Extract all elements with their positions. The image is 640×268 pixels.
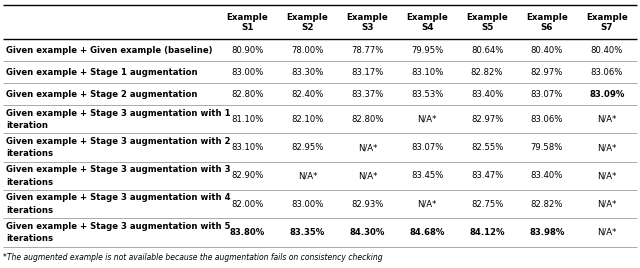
Text: 83.10%: 83.10% xyxy=(231,143,264,152)
Text: Given example + Stage 3 augmentation with 5: Given example + Stage 3 augmentation wit… xyxy=(6,222,230,231)
Text: 83.40%: 83.40% xyxy=(471,90,503,99)
Text: iterations: iterations xyxy=(6,149,53,158)
Text: 83.00%: 83.00% xyxy=(291,200,324,209)
Text: N/A*: N/A* xyxy=(298,171,317,180)
Text: 83.30%: 83.30% xyxy=(291,68,324,77)
Text: Given example + Given example (baseline): Given example + Given example (baseline) xyxy=(6,46,212,55)
Text: N/A*: N/A* xyxy=(597,171,616,180)
Text: 83.40%: 83.40% xyxy=(531,171,563,180)
Text: 83.07%: 83.07% xyxy=(531,90,563,99)
Text: 82.55%: 82.55% xyxy=(471,143,503,152)
Text: N/A*: N/A* xyxy=(417,115,437,124)
Text: 83.45%: 83.45% xyxy=(411,171,444,180)
Text: 83.07%: 83.07% xyxy=(411,143,444,152)
Text: N/A*: N/A* xyxy=(597,228,616,237)
Text: 82.82%: 82.82% xyxy=(531,200,563,209)
Text: Example
S1: Example S1 xyxy=(227,13,268,32)
Text: 82.95%: 82.95% xyxy=(291,143,324,152)
Text: 79.95%: 79.95% xyxy=(411,46,444,55)
Text: Example
S5: Example S5 xyxy=(466,13,508,32)
Text: 83.17%: 83.17% xyxy=(351,68,383,77)
Text: iterations: iterations xyxy=(6,206,53,215)
Text: 83.47%: 83.47% xyxy=(471,171,503,180)
Text: Given example + Stage 1 augmentation: Given example + Stage 1 augmentation xyxy=(6,68,197,77)
Text: Given example + Stage 3 augmentation with 1: Given example + Stage 3 augmentation wit… xyxy=(6,109,230,118)
Text: 82.80%: 82.80% xyxy=(231,90,264,99)
Text: 83.00%: 83.00% xyxy=(231,68,264,77)
Text: Example
S3: Example S3 xyxy=(346,13,388,32)
Text: N/A*: N/A* xyxy=(597,200,616,209)
Text: N/A*: N/A* xyxy=(358,171,377,180)
Text: N/A*: N/A* xyxy=(417,200,437,209)
Text: 83.35%: 83.35% xyxy=(290,228,325,237)
Text: 82.90%: 82.90% xyxy=(231,171,264,180)
Text: 80.64%: 80.64% xyxy=(471,46,503,55)
Text: 82.93%: 82.93% xyxy=(351,200,383,209)
Text: 80.40%: 80.40% xyxy=(591,46,623,55)
Text: 82.00%: 82.00% xyxy=(231,200,264,209)
Text: iteration: iteration xyxy=(6,121,48,130)
Text: 83.98%: 83.98% xyxy=(529,228,564,237)
Text: N/A*: N/A* xyxy=(597,143,616,152)
Text: Given example + Stage 2 augmentation: Given example + Stage 2 augmentation xyxy=(6,90,197,99)
Text: 83.10%: 83.10% xyxy=(411,68,444,77)
Text: 82.10%: 82.10% xyxy=(291,115,324,124)
Text: Given example + Stage 3 augmentation with 3: Given example + Stage 3 augmentation wit… xyxy=(6,165,230,174)
Text: Given example + Stage 3 augmentation with 4: Given example + Stage 3 augmentation wit… xyxy=(6,193,230,202)
Text: 82.97%: 82.97% xyxy=(471,115,503,124)
Text: 80.90%: 80.90% xyxy=(231,46,264,55)
Text: 81.10%: 81.10% xyxy=(231,115,264,124)
Text: 83.09%: 83.09% xyxy=(589,90,625,99)
Text: 83.53%: 83.53% xyxy=(411,90,444,99)
Text: 83.06%: 83.06% xyxy=(531,115,563,124)
Text: N/A*: N/A* xyxy=(597,115,616,124)
Text: Given example + Stage 3 augmentation with 2: Given example + Stage 3 augmentation wit… xyxy=(6,137,230,146)
Text: 84.12%: 84.12% xyxy=(469,228,505,237)
Text: 84.68%: 84.68% xyxy=(410,228,445,237)
Text: iterations: iterations xyxy=(6,234,53,243)
Text: 82.97%: 82.97% xyxy=(531,68,563,77)
Text: 82.80%: 82.80% xyxy=(351,115,383,124)
Text: 80.40%: 80.40% xyxy=(531,46,563,55)
Text: Example
S4: Example S4 xyxy=(406,13,448,32)
Text: 82.82%: 82.82% xyxy=(471,68,503,77)
Text: N/A*: N/A* xyxy=(358,143,377,152)
Text: 82.75%: 82.75% xyxy=(471,200,503,209)
Text: 82.40%: 82.40% xyxy=(291,90,324,99)
Text: 79.58%: 79.58% xyxy=(531,143,563,152)
Text: 78.00%: 78.00% xyxy=(291,46,324,55)
Text: Example
S7: Example S7 xyxy=(586,13,628,32)
Text: *The augmented example is not available because the augmentation fails on consis: *The augmented example is not available … xyxy=(3,253,383,262)
Text: iterations: iterations xyxy=(6,178,53,187)
Text: Example
S6: Example S6 xyxy=(526,13,568,32)
Text: 78.77%: 78.77% xyxy=(351,46,383,55)
Text: 84.30%: 84.30% xyxy=(349,228,385,237)
Text: Example
S2: Example S2 xyxy=(287,13,328,32)
Text: 83.06%: 83.06% xyxy=(591,68,623,77)
Text: 83.37%: 83.37% xyxy=(351,90,383,99)
Text: 83.80%: 83.80% xyxy=(230,228,265,237)
